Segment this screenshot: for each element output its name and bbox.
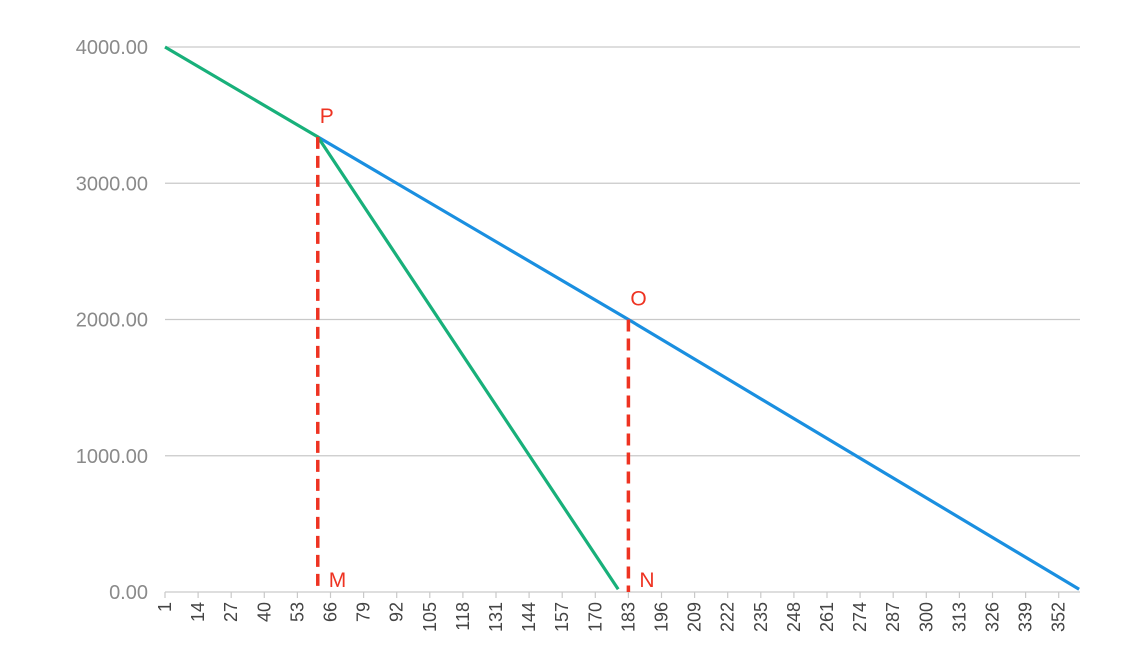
x-tick-label: 261 — [817, 602, 837, 632]
x-tick-label: 183 — [618, 602, 638, 632]
y-tick-label: 4000.00 — [76, 37, 148, 59]
x-tick-label: 300 — [916, 602, 936, 632]
x-tick-label: 352 — [1049, 602, 1069, 632]
x-tick-label: 196 — [652, 602, 672, 632]
x-tick-label: 14 — [188, 602, 208, 622]
x-tick-label: 287 — [883, 602, 903, 632]
x-tick-label: 144 — [519, 602, 539, 632]
y-tick-label: 1000.00 — [76, 446, 148, 468]
x-tick-label: 105 — [420, 602, 440, 632]
x-tick-label: 27 — [221, 602, 241, 622]
x-tick-label: 248 — [784, 602, 804, 632]
x-tick-label: 209 — [685, 602, 705, 632]
x-tick-label: 157 — [552, 602, 572, 632]
x-tick-label: 326 — [983, 602, 1003, 632]
y-tick-label: 2000.00 — [76, 310, 148, 332]
x-tick-label: 1 — [155, 602, 175, 612]
y-tick-label: 0.00 — [109, 582, 148, 604]
series-line-2 — [164, 45, 620, 591]
point-label-p: P — [320, 105, 334, 128]
series-lines — [164, 45, 1080, 591]
x-tick-label: 92 — [387, 602, 407, 622]
gridlines — [165, 46, 1080, 457]
y-axis-ticks: 0.00 1000.00 2000.00 3000.00 4000.00 — [76, 37, 148, 604]
x-axis: 1 14 27 40 53 66 79 92 105 118 131 144 157 170 183 196 2… — [155, 591, 1080, 632]
point-label-m: M — [329, 569, 347, 592]
x-tick-label: 40 — [254, 602, 274, 622]
x-tick-label: 222 — [718, 602, 738, 632]
x-tick-label: 79 — [354, 602, 374, 622]
x-tick-label: 66 — [321, 602, 341, 622]
x-tick-label: 53 — [287, 602, 307, 622]
x-tick-label: 170 — [585, 602, 605, 632]
x-tick-label: 274 — [850, 602, 870, 632]
annotations: P O M N — [316, 105, 655, 592]
x-tick-label: 313 — [949, 602, 969, 632]
x-tick-label: 235 — [751, 602, 771, 632]
x-tick-label: 118 — [453, 602, 473, 631]
point-label-n: N — [639, 569, 654, 592]
series-line-1 — [316, 135, 1080, 591]
x-tick-label: 131 — [486, 602, 506, 632]
point-label-o: O — [630, 288, 646, 311]
x-tick-label: 339 — [1016, 602, 1036, 632]
y-tick-label: 3000.00 — [76, 173, 148, 195]
